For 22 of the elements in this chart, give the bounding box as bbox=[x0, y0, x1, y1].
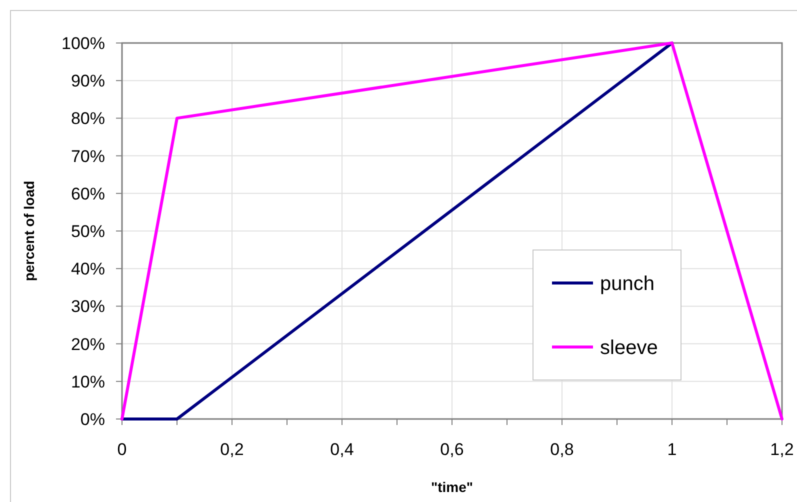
legend-label: sleeve bbox=[600, 337, 658, 359]
y-tick-label: 80% bbox=[70, 109, 105, 128]
x-tick-label: 0 bbox=[117, 440, 127, 459]
x-axis-title: "time" bbox=[430, 479, 474, 495]
y-tick-label: 30% bbox=[70, 297, 105, 316]
x-tick-label: 0,2 bbox=[220, 440, 244, 459]
x-tick-label: 0,8 bbox=[550, 440, 574, 459]
x-tick-label: 1 bbox=[667, 440, 677, 459]
x-tick-label: 0,6 bbox=[440, 440, 464, 459]
y-tick-label: 100% bbox=[62, 34, 105, 53]
x-tick-label: 1,2 bbox=[770, 440, 794, 459]
y-tick-label: 10% bbox=[70, 372, 105, 392]
y-tick-label: 60% bbox=[70, 184, 105, 204]
y-tick-label: 70% bbox=[70, 146, 105, 166]
y-tick-label: 40% bbox=[70, 260, 105, 279]
x-tick-label: 0,4 bbox=[330, 440, 354, 459]
y-tick-label: 0% bbox=[80, 410, 105, 429]
y-tick-label: 90% bbox=[70, 72, 105, 91]
legend-label: punch bbox=[600, 273, 654, 295]
y-tick-label: 20% bbox=[70, 334, 105, 354]
y-tick-label: 50% bbox=[70, 222, 105, 241]
y-axis-title: percent of load bbox=[21, 180, 37, 282]
